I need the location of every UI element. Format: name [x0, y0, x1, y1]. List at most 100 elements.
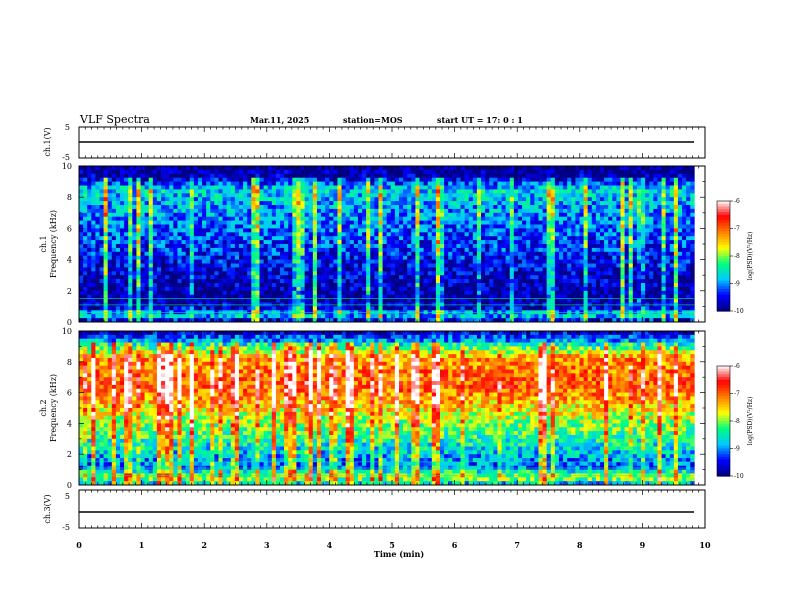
spectrogram-cell — [128, 228, 133, 233]
spectrogram-cell — [275, 177, 281, 182]
spectrogram-cell — [304, 236, 310, 241]
spectrogram-cell — [238, 244, 244, 249]
spectrogram-cell — [423, 169, 429, 175]
spectrogram-cell — [435, 263, 441, 268]
spectrogram-cell — [284, 185, 289, 190]
spectrogram-cell — [542, 228, 547, 233]
spectrogram-cell — [362, 173, 367, 178]
spectrogram-cell — [517, 232, 523, 237]
spectrogram-cell — [349, 306, 355, 311]
spectrogram-cell — [452, 232, 457, 237]
spectrogram-cell — [214, 181, 219, 186]
spectrogram-cell — [517, 306, 523, 311]
spectrogram-cell — [304, 228, 310, 233]
spectrogram-cell — [156, 286, 162, 292]
spectrogram-cell — [390, 251, 396, 256]
spectrogram-cell — [505, 306, 511, 311]
spectrogram-cell — [333, 306, 338, 311]
spectrogram-cell — [554, 314, 560, 319]
spectrogram-cell — [353, 208, 359, 214]
spectrogram-cell — [444, 290, 449, 295]
spectrogram-cell — [275, 240, 281, 245]
spectrogram-cell — [554, 306, 560, 311]
spectrogram-cell — [522, 201, 527, 206]
spectrogram-cell — [398, 290, 404, 295]
spectrogram-cell — [394, 267, 400, 272]
spectrogram-cell — [329, 220, 334, 225]
spectrogram-cell — [485, 275, 490, 280]
spectrogram-cell — [435, 224, 441, 229]
spectrogram-cell — [259, 220, 264, 225]
spectrogram-cell — [460, 216, 465, 221]
spectrogram-cell — [558, 283, 564, 288]
spectrogram-cell — [79, 224, 84, 229]
spectrogram-cell — [423, 244, 429, 249]
spectrogram-cell — [238, 314, 244, 319]
spectrogram-cell — [530, 224, 535, 229]
spectrogram-cell — [300, 283, 305, 288]
spectrogram-cell — [177, 181, 182, 186]
spectrogram-cell — [136, 275, 141, 280]
spectrogram-cell — [202, 205, 207, 210]
spectrogram-cell — [460, 251, 465, 256]
spectrogram-cell — [505, 185, 511, 190]
spectrogram-cell — [472, 286, 478, 292]
spectrogram-cell — [120, 201, 125, 206]
spectrogram-cell — [280, 283, 285, 288]
spectrogram-cell — [312, 259, 318, 264]
spectrogram-cell — [431, 166, 437, 171]
spectrogram-cell — [452, 247, 457, 253]
spectrogram-cell — [370, 208, 375, 214]
spectrogram-cell — [189, 244, 195, 249]
spectrogram-cell — [349, 193, 355, 198]
spectrogram-cell — [189, 259, 195, 264]
spectrogram-cell — [378, 228, 383, 233]
spectrogram-cell — [214, 306, 219, 311]
spectrogram-cell — [341, 294, 346, 299]
spectrogram-cell — [267, 251, 273, 256]
spectrogram-cell — [374, 208, 379, 214]
spectrogram-cell — [353, 244, 359, 249]
spectrogram-cell — [546, 255, 552, 260]
spectrogram-cell — [165, 247, 170, 253]
spectrogram-cell — [202, 201, 207, 206]
spectrogram-cell — [440, 185, 445, 190]
spectrogram-cell — [99, 279, 104, 284]
spectrogram-cell — [230, 220, 236, 225]
spectrogram-cell — [222, 177, 227, 182]
spectrogram-cell — [357, 208, 363, 214]
spectrogram-cell — [497, 240, 502, 245]
spectrogram-cell — [419, 169, 424, 175]
spectrogram-cell — [431, 193, 437, 198]
spectrogram-cell — [333, 244, 338, 249]
spectrogram-cell — [140, 298, 145, 303]
spectrogram-cell — [140, 236, 145, 241]
spectrogram-cell — [181, 228, 186, 233]
spectrogram-cell — [530, 212, 535, 217]
spectrogram-cell — [103, 197, 109, 202]
spectrogram-cell — [440, 298, 445, 303]
spectrogram-cell — [374, 255, 379, 260]
spectrogram-cell — [304, 294, 310, 299]
spectrogram-cell — [284, 236, 289, 241]
spectrogram-cell — [390, 197, 396, 202]
spectrogram-cell — [472, 224, 478, 229]
spectrogram-cell — [558, 197, 564, 202]
spectrogram-cell — [99, 166, 104, 171]
spectrogram-cell — [542, 306, 547, 311]
spectrogram-cell — [83, 263, 88, 268]
spectrogram-cell — [238, 232, 244, 237]
spectrogram-cell — [284, 240, 289, 245]
spectrogram-cell — [136, 185, 141, 190]
spectrogram-cell — [345, 271, 351, 276]
spectrogram-cell — [337, 169, 342, 175]
spectrogram-cell — [485, 185, 490, 190]
spectrogram-cell — [415, 177, 420, 182]
spectrogram-cell — [128, 166, 133, 171]
spectrogram-cell — [226, 263, 232, 268]
spectrogram-cell — [349, 294, 355, 299]
spectrogram-cell — [95, 263, 100, 268]
spectrogram-cell — [522, 290, 527, 295]
spectrogram-cell — [390, 286, 396, 292]
spectrogram-cell — [538, 290, 543, 295]
